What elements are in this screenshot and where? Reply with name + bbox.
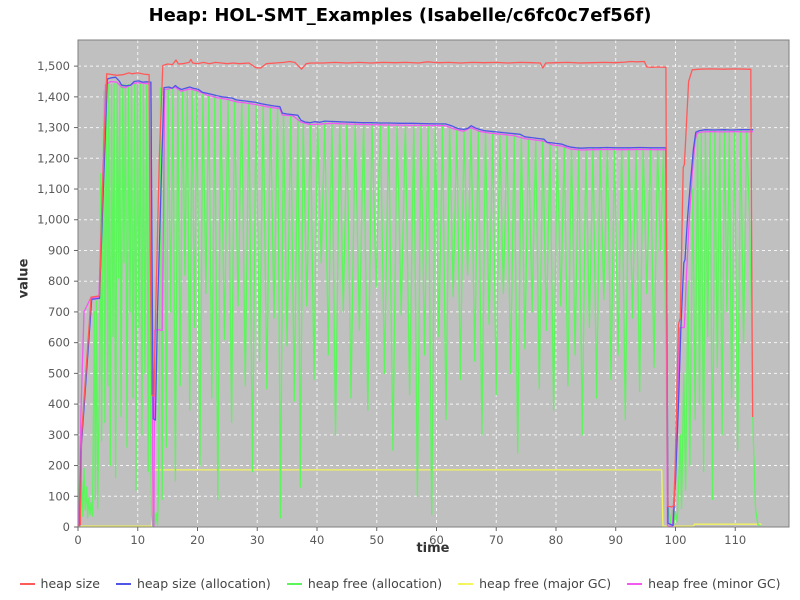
legend-line-swatch-heap-size	[19, 582, 35, 585]
y-tick-label: 0	[63, 520, 70, 534]
x-tick-label: 30	[250, 533, 265, 547]
y-tick-label: 1,200	[37, 151, 70, 165]
x-tick-label: 80	[549, 533, 564, 547]
y-tick-label: 1,300	[37, 121, 70, 135]
x-tick-label: 110	[724, 533, 746, 547]
y-tick-label: 100	[48, 489, 70, 503]
x-tick-label: 0	[74, 533, 81, 547]
y-tick-label: 500	[48, 366, 70, 380]
legend-label: heap free (major GC)	[479, 576, 612, 591]
legend-item-heap-size: heap size	[19, 576, 100, 591]
legend-line-swatch-heap-free-major-gc	[458, 582, 474, 585]
legend-label: heap size	[40, 576, 100, 591]
x-tick-label: 60	[429, 533, 444, 547]
legend-line-swatch-heap-free-allocation	[286, 582, 302, 585]
y-tick-label: 200	[48, 459, 70, 473]
y-tick-label: 400	[48, 397, 70, 411]
x-tick-label: 50	[369, 533, 384, 547]
legend-item-heap-free-minor-gc: heap free (minor GC)	[627, 576, 780, 591]
legend-item-heap-free-major-gc: heap free (major GC)	[458, 576, 611, 591]
legend-item-heap-free-allocation: heap free (allocation)	[286, 576, 443, 591]
x-tick-label: 70	[489, 533, 504, 547]
series-line-heap-size-allocation	[79, 76, 754, 527]
legend-line-swatch-heap-free-minor-gc	[627, 582, 643, 585]
series-line-heap-size	[77, 58, 754, 527]
x-tick-label: 90	[608, 533, 623, 547]
x-axis-title: time	[416, 541, 450, 556]
y-tick-label: 600	[48, 336, 70, 350]
y-tick-label: 1,100	[37, 182, 70, 196]
plot-border	[77, 39, 790, 528]
x-tick-label: 10	[130, 533, 145, 547]
y-tick-label: 900	[48, 243, 70, 257]
y-tick-label: 300	[48, 428, 70, 442]
y-tick-label: 800	[48, 274, 70, 288]
y-tick-label: 1,400	[37, 90, 70, 104]
legend-label: heap free (allocation)	[307, 576, 443, 591]
y-tick-label: 700	[48, 305, 70, 319]
x-tick-label: 40	[310, 533, 325, 547]
legend-line-swatch-heap-size-allocation	[115, 582, 131, 585]
legend: heap size heap size (allocation) heap fr…	[0, 576, 800, 591]
legend-item-heap-size-allocation: heap size (allocation)	[115, 576, 271, 591]
chart-title: Heap: HOL-SMT_Examples (Isabelle/c6fc0c7…	[148, 5, 652, 26]
x-tick-label: 20	[190, 533, 205, 547]
x-tick-label: 100	[665, 533, 687, 547]
legend-label: heap free (minor GC)	[648, 576, 781, 591]
y-tick-label: 1,500	[37, 59, 70, 73]
y-axis-title: value	[16, 258, 32, 299]
legend-label: heap size (allocation)	[136, 576, 271, 591]
y-tick-label: 1,000	[37, 213, 70, 227]
